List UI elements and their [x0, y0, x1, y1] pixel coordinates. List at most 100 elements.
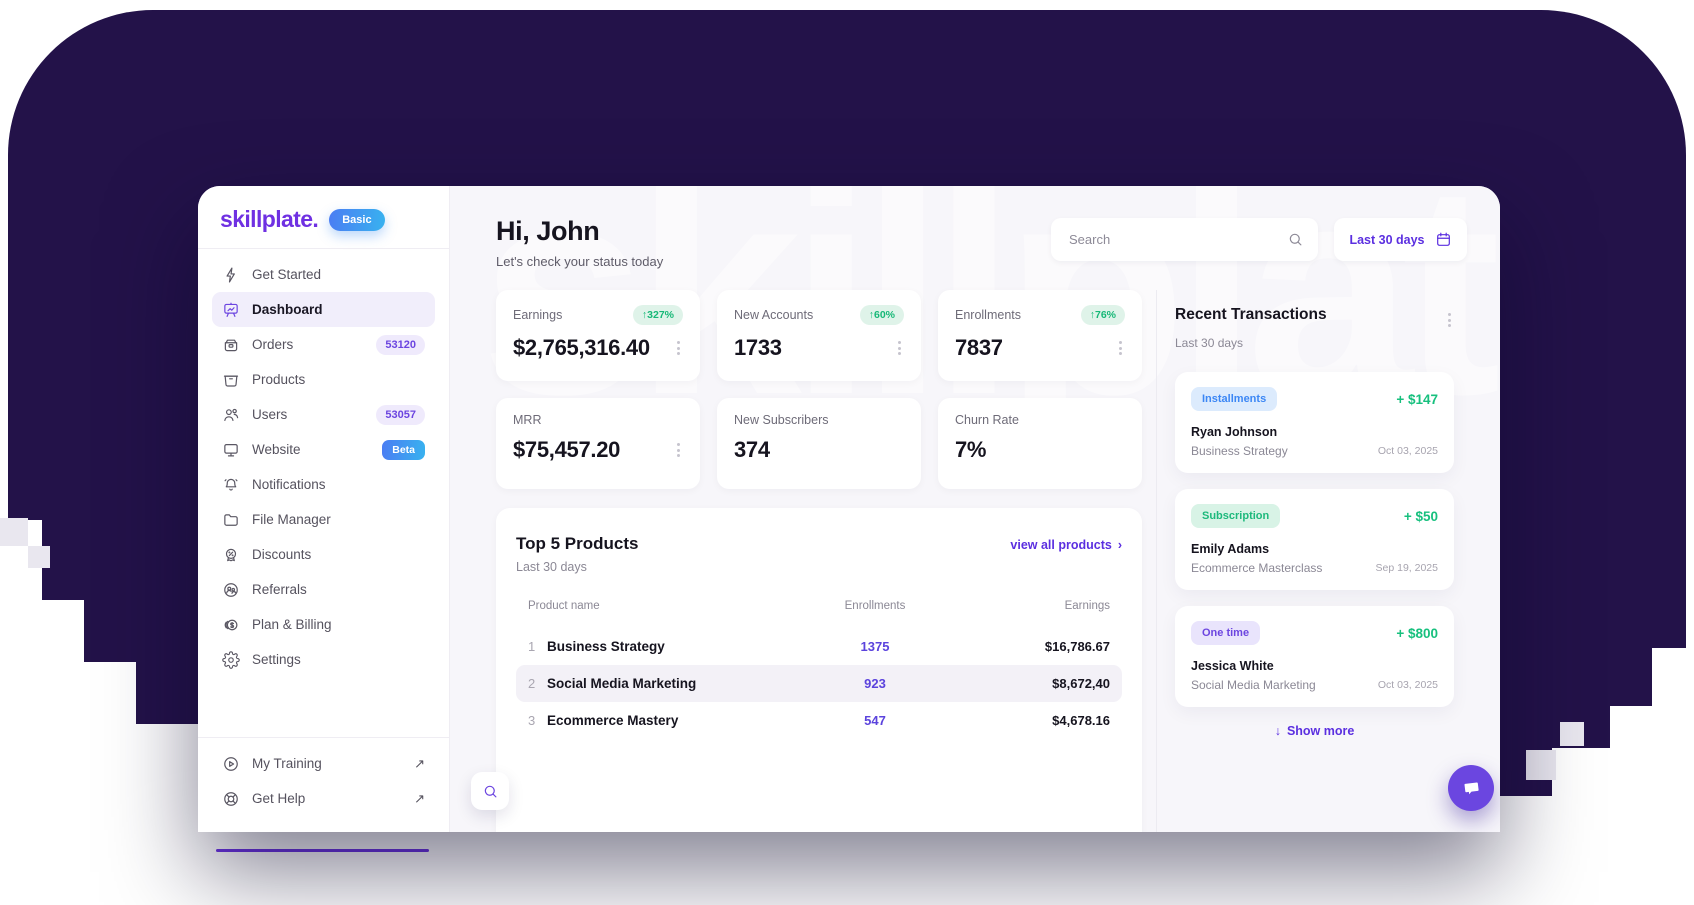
sidebar-item-label: Settings [252, 652, 301, 667]
transaction-card: Subscription + $50 Emily Adams Ecommerce… [1175, 489, 1454, 591]
sidebar-item-label: Website [252, 442, 301, 457]
sidebar-item-my-training[interactable]: My Training ↗ [212, 746, 435, 781]
column-product-name: Product name [528, 600, 600, 612]
sidebar-item-dashboard[interactable]: Dashboard [212, 292, 435, 327]
background-pixel [28, 546, 50, 568]
transaction-date: Sep 19, 2025 [1375, 562, 1438, 575]
sidebar-item-referrals[interactable]: Referrals [212, 572, 435, 607]
transaction-type-badge: One time [1191, 621, 1261, 646]
product-name: Social Media Marketing [547, 675, 697, 691]
search-input[interactable] [1069, 232, 1287, 247]
sidebar-item-plan-billing[interactable]: Plan & Billing [212, 607, 435, 642]
chat-bubble-icon [1459, 776, 1483, 800]
table-row[interactable]: 1 Business Strategy 1375 $16,786.67 [516, 628, 1122, 665]
chat-fab-button[interactable] [1448, 765, 1494, 811]
kebab-menu-icon[interactable] [674, 440, 683, 460]
top-products-title: Top 5 Products [516, 534, 639, 553]
stat-label: Enrollments [955, 308, 1021, 322]
sidebar-item-label: Discounts [252, 547, 312, 562]
sidebar-item-discounts[interactable]: Discounts [212, 537, 435, 572]
product-enrollments: 1375 [860, 639, 890, 654]
row-rank: 1 [528, 638, 536, 654]
product-earnings: $8,672,40 [1052, 676, 1110, 691]
decorative-underline [216, 849, 429, 852]
row-rank: 2 [528, 675, 536, 691]
stat-card-churn-rate: Churn Rate 7% [938, 398, 1142, 489]
transaction-date: Oct 03, 2025 [1377, 445, 1438, 458]
transaction-type-badge: Installments [1191, 387, 1278, 412]
sidebar-item-label: Notifications [252, 477, 326, 492]
column-enrollments: Enrollments [844, 600, 906, 612]
referrals-icon [222, 581, 240, 599]
bell-icon [222, 476, 240, 494]
kebab-menu-icon[interactable] [674, 338, 683, 358]
stat-label: New Accounts [734, 308, 814, 322]
chevron-right-icon: › [1117, 538, 1122, 552]
app-window: skillplate. Basic Get Started Dashboard … [198, 186, 1500, 832]
users-count-badge: 53057 [376, 404, 425, 425]
sidebar-item-notifications[interactable]: Notifications [212, 467, 435, 502]
stat-card-new-accounts: New Accounts ↑60% 1733 [717, 290, 921, 381]
date-range-button[interactable]: Last 30 days [1334, 218, 1467, 261]
sidebar-item-get-started[interactable]: Get Started [212, 257, 435, 292]
search-icon [482, 783, 499, 800]
products-table-header: Product name Enrollments Earnings [516, 600, 1122, 628]
orders-count-badge: 53120 [376, 334, 425, 355]
sidebar-item-products[interactable]: Products [212, 362, 435, 397]
show-more-link[interactable]: ↓ Show more [1175, 724, 1454, 738]
transaction-amount: + $800 [1396, 625, 1438, 641]
sidebar-item-orders[interactable]: Orders 53120 [212, 327, 435, 362]
logo-row: skillplate. Basic [198, 186, 449, 248]
main-content: skillplate Hi, John Let's check your sta… [450, 186, 1500, 832]
sidebar-item-file-manager[interactable]: File Manager [212, 502, 435, 537]
stat-value: $75,457.20 [513, 437, 621, 462]
table-row[interactable]: 3 Ecommerce Mastery 547 $4,678.16 [516, 702, 1122, 739]
column-earnings: Earnings [1064, 600, 1110, 612]
calendar-icon [1435, 231, 1452, 248]
sidebar-item-label: Get Help [252, 791, 306, 806]
kebab-menu-icon[interactable] [1116, 338, 1125, 358]
product-name: Ecommerce Mastery [547, 712, 679, 728]
center-column: Earnings ↑327% $2,765,316.40 New Accounts… [450, 290, 1156, 832]
transaction-product: Social Media Marketing [1191, 678, 1316, 693]
background-step [1652, 648, 1694, 905]
background-step [0, 520, 42, 905]
product-earnings: $16,786.67 [1044, 639, 1110, 654]
stat-label: Earnings [513, 308, 563, 322]
stat-value: 1733 [734, 335, 782, 360]
transaction-amount: + $50 [1403, 508, 1438, 524]
product-enrollments: 547 [864, 713, 886, 728]
stats-grid: Earnings ↑327% $2,765,316.40 New Accounts… [496, 290, 1142, 489]
sidebar-item-label: Products [252, 372, 306, 387]
view-all-products-link[interactable]: view all products › [1010, 538, 1122, 552]
kebab-menu-icon[interactable] [895, 338, 904, 358]
top-products-subtitle: Last 30 days [516, 560, 587, 574]
beta-badge: Beta [382, 439, 425, 460]
search-fab-button[interactable] [471, 772, 509, 810]
background-step [42, 600, 84, 905]
sidebar-item-get-help[interactable]: Get Help ↗ [212, 781, 435, 816]
kebab-menu-icon[interactable] [1445, 310, 1454, 330]
lightning-icon [222, 266, 240, 284]
background-pixel [1560, 722, 1584, 746]
background-pixel [1526, 750, 1556, 780]
stat-card-mrr: MRR $75,457.20 [496, 398, 700, 489]
stat-value: 374 [734, 437, 770, 462]
sidebar-item-label: Users [252, 407, 288, 422]
transaction-date: Oct 03, 2025 [1377, 679, 1438, 692]
sidebar-item-users[interactable]: Users 53057 [212, 397, 435, 432]
external-link-icon: ↗ [414, 755, 425, 771]
stat-value: $2,765,316.40 [513, 335, 650, 360]
sidebar-item-website[interactable]: Website Beta [212, 432, 435, 467]
page-title: Hi, John [496, 216, 600, 246]
transactions-panel: Recent Transactions Last 30 days Install… [1156, 290, 1500, 832]
sidebar-item-label: Plan & Billing [252, 617, 332, 632]
page-subtitle: Let's check your status today [496, 254, 664, 269]
search-icon[interactable] [1287, 231, 1304, 248]
transaction-type-badge: Subscription [1191, 504, 1281, 529]
sidebar-item-settings[interactable]: Settings [212, 642, 435, 677]
sidebar-nav: Get Started Dashboard Orders 53120 Produ… [198, 249, 449, 737]
stat-label: MRR [513, 413, 542, 427]
transaction-product: Ecommerce Masterclass [1191, 561, 1323, 576]
table-row[interactable]: 2 Social Media Marketing 923 $8,672,40 [516, 665, 1122, 702]
